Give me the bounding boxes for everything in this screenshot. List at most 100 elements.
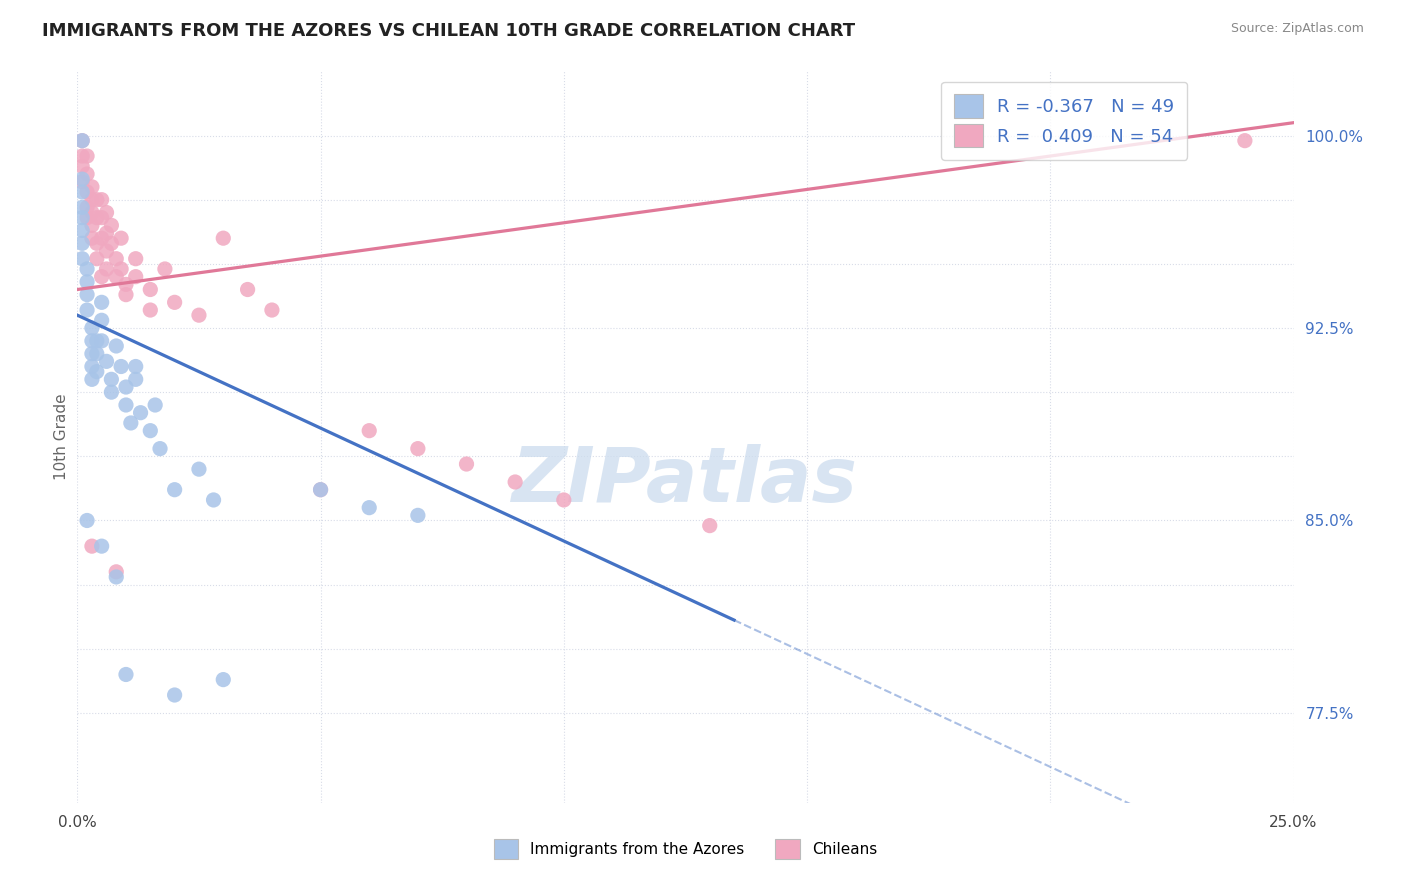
Point <box>80 231 103 245</box>
Point <box>125 269 148 284</box>
Point <box>139 303 162 318</box>
Point <box>90 539 112 553</box>
Point <box>70 236 93 251</box>
Point <box>76 287 98 301</box>
Point <box>100 219 122 233</box>
Point <box>105 252 128 266</box>
Point <box>70 223 93 237</box>
Point <box>70 252 93 266</box>
Point <box>115 398 138 412</box>
Point <box>149 442 172 456</box>
Point <box>80 321 103 335</box>
Point <box>86 346 108 360</box>
Point <box>309 483 332 497</box>
Point <box>115 380 138 394</box>
Point <box>90 295 112 310</box>
Point <box>80 179 103 194</box>
Point <box>70 175 93 189</box>
Point <box>129 406 152 420</box>
Point <box>70 211 93 225</box>
Point <box>105 570 128 584</box>
Point <box>105 269 128 284</box>
Point <box>86 365 108 379</box>
Point <box>80 193 103 207</box>
Point <box>96 226 118 240</box>
Point <box>96 205 118 219</box>
Point <box>80 205 103 219</box>
Point <box>70 134 93 148</box>
Point <box>125 359 148 374</box>
Point <box>163 483 186 497</box>
Point <box>80 334 103 348</box>
Point <box>406 442 429 456</box>
Point <box>80 219 103 233</box>
Point <box>76 149 98 163</box>
Point <box>236 283 259 297</box>
Point <box>76 262 98 277</box>
Point <box>86 252 108 266</box>
Point <box>86 334 108 348</box>
Point <box>188 462 211 476</box>
Point <box>359 500 381 515</box>
Point <box>90 334 112 348</box>
Point <box>139 283 162 297</box>
Point <box>110 262 132 277</box>
Point <box>70 172 93 186</box>
Point <box>80 372 103 386</box>
Point <box>70 200 93 214</box>
Point <box>456 457 478 471</box>
Text: Source: ZipAtlas.com: Source: ZipAtlas.com <box>1230 22 1364 36</box>
Point <box>120 416 142 430</box>
Point <box>139 424 162 438</box>
Point <box>406 508 429 523</box>
Point <box>125 252 148 266</box>
Point <box>163 295 186 310</box>
Point <box>76 185 98 199</box>
Point <box>70 159 93 173</box>
Text: ZIPatlas: ZIPatlas <box>512 444 859 518</box>
Point <box>309 483 332 497</box>
Point <box>105 339 128 353</box>
Point <box>86 211 108 225</box>
Point <box>76 303 98 318</box>
Point <box>153 262 176 277</box>
Y-axis label: 10th Grade: 10th Grade <box>53 393 69 481</box>
Point <box>76 200 98 214</box>
Point <box>96 262 118 277</box>
Point <box>359 424 381 438</box>
Point <box>110 359 132 374</box>
Point <box>143 398 166 412</box>
Point <box>70 134 93 148</box>
Point <box>90 193 112 207</box>
Point <box>503 475 526 489</box>
Point <box>553 492 575 507</box>
Point <box>212 231 235 245</box>
Point <box>96 244 118 258</box>
Point <box>100 372 122 386</box>
Point <box>115 667 138 681</box>
Point <box>110 231 132 245</box>
Point <box>163 688 186 702</box>
Point <box>100 236 122 251</box>
Point <box>260 303 283 318</box>
Point <box>76 514 98 528</box>
Text: IMMIGRANTS FROM THE AZORES VS CHILEAN 10TH GRADE CORRELATION CHART: IMMIGRANTS FROM THE AZORES VS CHILEAN 10… <box>42 22 855 40</box>
Point <box>80 539 103 553</box>
Point <box>80 359 103 374</box>
Point <box>202 492 225 507</box>
Point <box>90 211 112 225</box>
Point <box>96 354 118 368</box>
Point <box>76 275 98 289</box>
Point <box>188 308 211 322</box>
Point <box>70 149 93 163</box>
Point <box>100 385 122 400</box>
Point <box>90 231 112 245</box>
Point <box>1233 134 1256 148</box>
Point <box>80 346 103 360</box>
Point <box>90 313 112 327</box>
Point <box>90 269 112 284</box>
Point <box>212 673 235 687</box>
Point <box>115 277 138 292</box>
Legend: Immigrants from the Azores, Chileans: Immigrants from the Azores, Chileans <box>488 833 883 864</box>
Point <box>76 211 98 225</box>
